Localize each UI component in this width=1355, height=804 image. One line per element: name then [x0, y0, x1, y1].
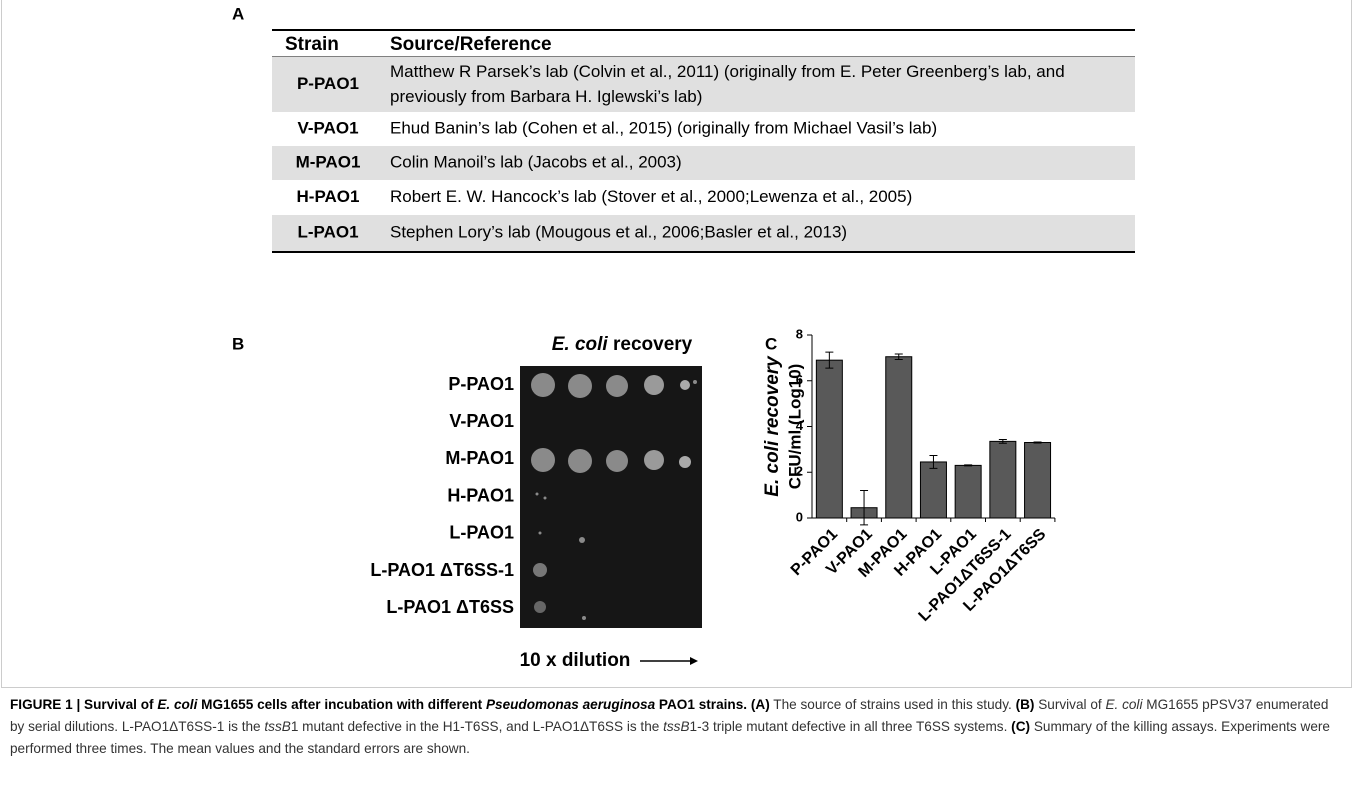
strain-label: H-PAO1 [447, 485, 514, 505]
y-tick-label: 6 [796, 372, 803, 387]
photo-footer: 10 x dilution [520, 650, 631, 671]
bar [816, 360, 842, 518]
bar [886, 357, 912, 518]
bar [955, 465, 981, 518]
strain-cell: M-PAO1 [296, 152, 361, 171]
caption-run: Pseudomonas aeruginosa [486, 697, 655, 712]
y-tick-label: 4 [796, 418, 804, 433]
panel-label: C [765, 334, 777, 353]
source-cell: Stephen Lory’s lab (Mougous et al., 2006… [390, 222, 847, 241]
caption-run: (C) [1011, 719, 1030, 734]
caption-run: 1 mutant defective in the H1-T6SS, and L… [291, 719, 663, 734]
caption-run: MG1655 cells after incubation with diffe… [197, 697, 486, 712]
caption-run: E. coli [1105, 697, 1142, 712]
strain-label: L-PAO1 [449, 523, 514, 543]
caption-run: (A) [751, 697, 770, 712]
source-text: Matthew R Parsek’s lab (Colvin et al., 2… [390, 59, 1110, 109]
bar [1025, 443, 1051, 518]
strain-cell: P-PAO1 [297, 74, 359, 93]
panel-label: A [232, 4, 244, 23]
y-tick-label: 8 [796, 326, 803, 341]
plate-photo [520, 366, 702, 628]
caption-run: PAO1 strains. [655, 697, 747, 712]
table-header: Strain [285, 34, 339, 55]
source-cell: Colin Manoil’s lab (Jacobs et al., 2003) [390, 152, 682, 171]
error-bar [964, 465, 972, 466]
caption-run: tssB [264, 719, 290, 734]
strain-label: M-PAO1 [445, 448, 514, 468]
y-axis-label: E. coli recovery [762, 355, 783, 497]
bar [920, 462, 946, 518]
error-bar [1034, 442, 1042, 443]
figure: A B C E. coli recovery 10 x dilution Str… [0, 0, 1355, 690]
caption-run: Survival of [1034, 697, 1105, 712]
strain-label: L-PAO1 ΔT6SS [386, 597, 514, 617]
caption-run: 1-3 triple mutant defective in all three… [690, 719, 1012, 734]
page: A B C E. coli recovery 10 x dilution Str… [0, 0, 1355, 804]
bar [990, 441, 1016, 518]
source-cell: Robert E. W. Hancock’s lab (Stover et al… [390, 187, 912, 206]
caption-run: FIGURE 1 | Survival of [10, 697, 157, 712]
arrow-head [690, 657, 698, 665]
title-part: recovery [608, 334, 693, 355]
title-part: E. coli [552, 334, 609, 355]
table-header: Source/Reference [390, 34, 552, 55]
caption-run: (B) [1016, 697, 1035, 712]
y-tick-label: 0 [796, 509, 803, 524]
strain-cell: H-PAO1 [297, 187, 360, 206]
source-cell: Matthew R Parsek’s lab (Colvin et al., 2… [390, 59, 1110, 112]
caption-run: The source of strains used in this study… [770, 697, 1016, 712]
strain-label: P-PAO1 [448, 374, 514, 394]
strain-label: L-PAO1 ΔT6SS-1 [370, 560, 514, 580]
strain-cell: L-PAO1 [297, 222, 358, 241]
caption: FIGURE 1 | Survival of E. coli MG1655 ce… [10, 694, 1345, 760]
panel-label: B [232, 334, 244, 353]
strain-label: V-PAO1 [449, 411, 514, 431]
photo-title: E. coli recovery [552, 334, 693, 355]
y-tick-label: 2 [796, 464, 803, 479]
strain-cell: V-PAO1 [297, 118, 358, 137]
caption-run: tssB [663, 719, 689, 734]
caption-run: E. coli [157, 697, 197, 712]
source-cell: Ehud Banin’s lab (Cohen et al., 2015) (o… [390, 118, 937, 137]
